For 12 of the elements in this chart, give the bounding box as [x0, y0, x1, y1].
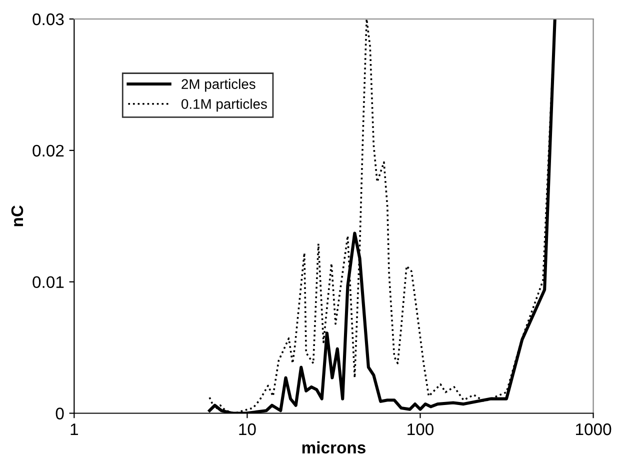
x-axis-title: microns: [302, 441, 366, 454]
legend-label: 0.1M particles: [182, 98, 267, 112]
legend-label: 2M particles: [182, 78, 256, 92]
y-tick-label: 0.02: [32, 144, 64, 157]
x-tick-label: 1: [70, 424, 78, 436]
x-tick-label: 10: [239, 423, 256, 436]
x-tick-label: 100: [408, 423, 434, 436]
y-tick-label: 0.01: [32, 276, 64, 288]
y-tick-label: 0: [56, 408, 64, 420]
y-axis-title: nC: [11, 205, 24, 226]
y-tick-label: 0.03: [32, 13, 64, 26]
x-tick-label: 1000: [576, 423, 612, 436]
